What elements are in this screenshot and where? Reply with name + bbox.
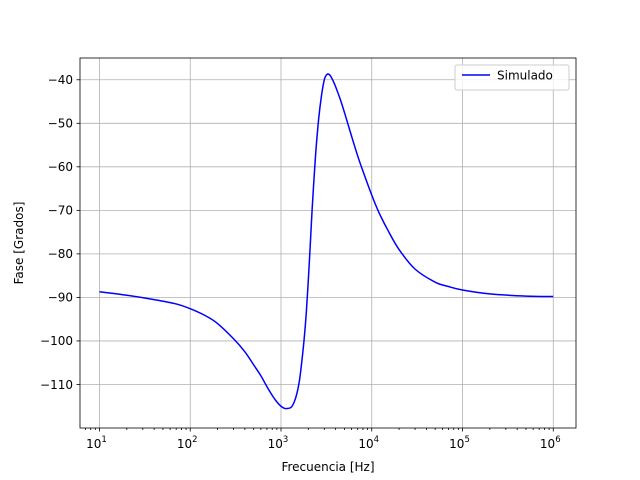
x-tick-label-base: 10 [268,437,283,451]
y-tick-label: −50 [48,117,73,131]
y-tick-label: −80 [48,247,73,261]
series-layer [99,73,554,410]
x-tick-label: 102 [177,435,198,451]
x-tick-label-exponent: 1 [101,435,106,445]
y-tick-label: −100 [40,334,73,348]
y-tick-label: −70 [48,204,73,218]
plot-frame [79,57,577,429]
y-axis-label: Fase [Grados] [12,202,26,285]
x-tick-label-base: 10 [358,437,373,451]
y-tick-label: −40 [48,73,73,87]
y-tick-label: −60 [48,160,73,174]
x-tick-label: 106 [540,435,561,451]
x-tick-label-exponent: 2 [192,435,197,445]
legend: Simulado [454,64,570,91]
x-tick-label-base: 10 [86,437,101,451]
grid [80,58,576,428]
x-tick-label-exponent: 4 [374,435,379,445]
x-tick-label: 105 [449,435,470,451]
x-tick-label-base: 10 [449,437,464,451]
x-axis: 101 102 103 104 105 106 [85,428,561,451]
y-tick-label: −90 [48,291,73,305]
series-line-simulado [99,73,554,410]
x-tick-label: 103 [268,435,289,451]
x-tick-label: 104 [358,435,379,451]
x-tick-label: 101 [86,435,107,451]
y-tick-label: −110 [40,378,73,392]
y-axis: −40 −50 −60 −70 −80 −90 −100 −110 [40,73,80,392]
x-tick-label-exponent: 5 [464,435,469,445]
x-tick-label-exponent: 3 [283,435,288,445]
legend-box [454,64,570,91]
legend-label-simulado: Simulado [497,69,553,83]
x-tick-label-exponent: 6 [555,435,560,445]
x-tick-label-base: 10 [540,437,555,451]
x-axis-label: Frecuencia [Hz] [281,460,374,474]
x-tick-label-base: 10 [177,437,192,451]
